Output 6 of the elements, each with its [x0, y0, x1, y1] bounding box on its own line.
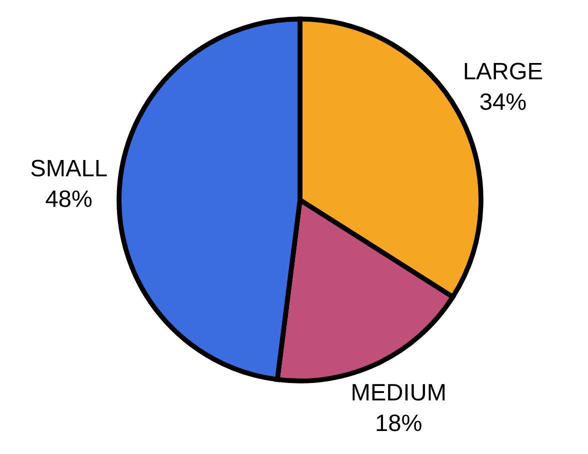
data-label: 48% — [46, 190, 92, 208]
slice-label: LARGE — [464, 62, 542, 80]
slice-label: MEDIUM — [352, 384, 445, 401]
slice-label: SMALL — [31, 160, 107, 177]
data-label: 18% — [376, 414, 422, 432]
data-label: 34% — [480, 93, 526, 110]
